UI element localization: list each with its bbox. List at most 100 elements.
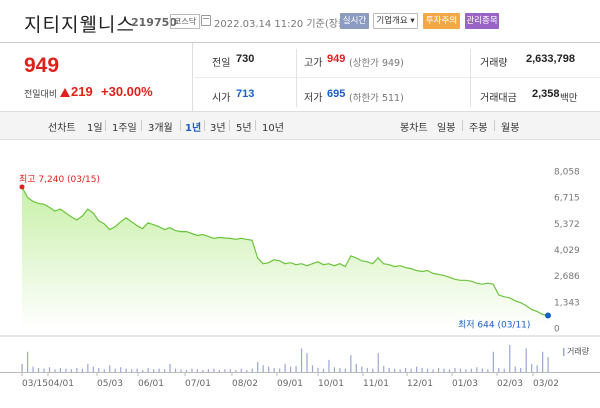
volume-bar bbox=[432, 369, 434, 372]
volume-bar bbox=[520, 367, 522, 372]
market-badge: 코스닥 bbox=[170, 14, 201, 29]
volume-bar bbox=[284, 363, 286, 372]
volume-bar bbox=[399, 369, 401, 372]
volume-bar bbox=[240, 368, 242, 372]
tab-1year[interactable]: 1년 bbox=[185, 123, 202, 134]
volume-bar bbox=[48, 367, 51, 372]
volume-bar bbox=[21, 363, 23, 372]
volume-bar bbox=[454, 367, 456, 372]
up-arrow-icon bbox=[60, 88, 70, 97]
volume-bar bbox=[459, 368, 462, 372]
volume-bar bbox=[81, 368, 83, 372]
volume-bar bbox=[300, 348, 303, 372]
extreme-marks: 최고 7,240 (03/15) 최저 644 (03/11) bbox=[19, 174, 551, 330]
volume-bar bbox=[120, 367, 122, 372]
column-divider bbox=[470, 49, 471, 107]
volume-bar bbox=[492, 351, 494, 372]
chart-toolbar: 선차트 1일 1주일 3개월 1년 3년 5년 10년 봉차트 일봉 주봉 월봉 bbox=[0, 112, 600, 140]
tab-3year[interactable]: 3년 bbox=[210, 123, 226, 134]
stock-code: 219750 bbox=[131, 16, 177, 29]
volume-bar bbox=[246, 369, 248, 372]
volume-bar bbox=[333, 367, 336, 372]
volume-bar bbox=[295, 365, 297, 372]
volume-bar bbox=[125, 368, 127, 372]
volume-bar bbox=[43, 368, 45, 372]
price-area bbox=[22, 186, 548, 328]
volume-bar bbox=[289, 366, 292, 372]
tab-divider bbox=[105, 120, 106, 131]
y-tick-label: 6,715 bbox=[554, 194, 580, 204]
y-axis-ticks: 8,058 6,715 5,372 4,029 2,686 1,343 0 bbox=[554, 168, 580, 335]
company-overview-button[interactable]: 기업개요 ▾ bbox=[373, 13, 418, 29]
volume-bar bbox=[542, 351, 544, 372]
volume-bar bbox=[235, 369, 237, 372]
stock-header: 지티지웰니스 219750 코스닥 2022.03.14 11:20 기준(장중… bbox=[0, 0, 600, 42]
price-chart: 8,058 6,715 5,372 4,029 2,686 1,343 0 최고 7,240… bbox=[0, 168, 600, 389]
tab-10year[interactable]: 10년 bbox=[262, 123, 284, 134]
volume-bar bbox=[394, 368, 396, 372]
trade-amount-label: 거래대금 bbox=[480, 93, 517, 104]
tab-divider bbox=[204, 120, 205, 131]
volume-bar bbox=[147, 367, 149, 372]
volume-bar bbox=[388, 367, 390, 372]
tab-1day[interactable]: 1일 bbox=[87, 123, 103, 134]
volume-bar bbox=[509, 345, 511, 372]
x-tick-label: 06/01 bbox=[138, 379, 164, 389]
volume-bar bbox=[224, 369, 226, 372]
volume-bar bbox=[443, 368, 445, 372]
volume-bar bbox=[109, 365, 111, 372]
tab-daily-candle[interactable]: 일봉 bbox=[437, 123, 456, 134]
volume-bar bbox=[76, 367, 78, 372]
volume-bar bbox=[87, 363, 89, 372]
tab-weekly-candle[interactable]: 주봉 bbox=[469, 123, 488, 134]
tab-divider bbox=[494, 120, 495, 131]
tab-divider bbox=[180, 120, 181, 131]
volume-bar bbox=[70, 369, 73, 372]
low-value: 695 bbox=[327, 88, 346, 100]
prev-close-value: 730 bbox=[236, 53, 255, 65]
admin-stock-badge: 관리종목 bbox=[465, 13, 499, 29]
high-marker bbox=[19, 184, 25, 190]
volume-bar bbox=[142, 369, 144, 372]
volume-bar bbox=[32, 366, 34, 372]
volume-bar bbox=[37, 367, 40, 372]
prev-close-label: 전일 bbox=[212, 58, 231, 69]
current-price: 949 bbox=[24, 54, 60, 77]
volume-bar bbox=[470, 368, 472, 372]
trade-amount-value: 2,358 bbox=[532, 88, 560, 100]
y-tick-label: 2,686 bbox=[554, 272, 580, 282]
volume-bar bbox=[65, 368, 67, 372]
volume-bar bbox=[59, 367, 62, 372]
volume-bar bbox=[279, 368, 281, 372]
tab-3month[interactable]: 3개월 bbox=[148, 123, 173, 134]
x-tick-label: 02/03 bbox=[497, 379, 523, 389]
y-tick-label: 8,058 bbox=[554, 168, 580, 178]
volume-bar bbox=[268, 366, 270, 372]
volume-bar bbox=[207, 369, 209, 372]
volume-value: 2,633,798 bbox=[526, 53, 575, 65]
x-tick-label: 04/01 bbox=[48, 379, 74, 389]
column-divider bbox=[296, 49, 297, 107]
volume-bar bbox=[416, 366, 418, 372]
volume-bar bbox=[163, 369, 166, 372]
volume-bar bbox=[322, 368, 325, 372]
volume-bar bbox=[103, 369, 105, 372]
line-chart-button[interactable]: 선차트 bbox=[48, 123, 76, 134]
volume-bars: 거래량 bbox=[21, 345, 590, 372]
volume-bar bbox=[421, 367, 423, 372]
volume-bar bbox=[503, 368, 505, 372]
y-tick-label: 5,372 bbox=[554, 220, 580, 230]
volume-bar bbox=[317, 367, 319, 372]
high-label: 고가 bbox=[304, 58, 323, 69]
tab-5year[interactable]: 5년 bbox=[236, 123, 252, 134]
tab-monthly-candle[interactable]: 월봉 bbox=[501, 123, 520, 134]
stock-name: 지티지웰니스 bbox=[24, 14, 135, 36]
volume-bar bbox=[257, 361, 259, 372]
volume-bar bbox=[525, 348, 527, 372]
realtime-button[interactable]: 실시간 bbox=[340, 13, 369, 29]
tab-1week[interactable]: 1주일 bbox=[112, 123, 137, 134]
x-tick-label: 11/01 bbox=[363, 379, 389, 389]
volume-bar bbox=[180, 369, 182, 372]
volume-bar bbox=[355, 363, 357, 372]
volume-bar bbox=[92, 366, 94, 372]
